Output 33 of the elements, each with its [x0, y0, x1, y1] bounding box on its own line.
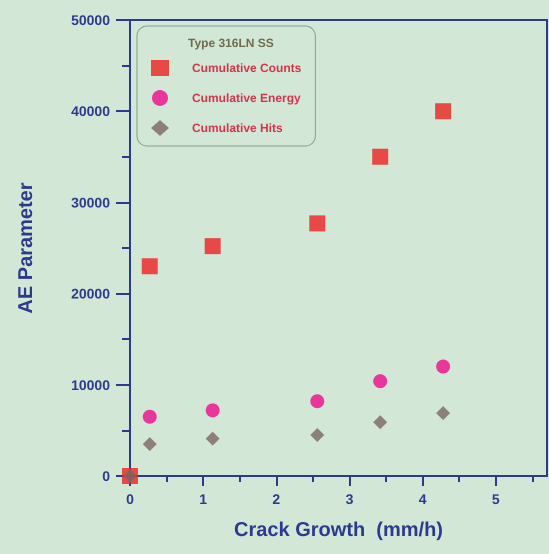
legend-title: Type 316LN SS — [188, 36, 274, 50]
point — [310, 394, 324, 408]
point — [142, 258, 158, 274]
point — [435, 103, 452, 120]
legend-label: Cumulative Energy — [192, 91, 302, 105]
point — [204, 238, 221, 254]
y-tick-label: 20000 — [71, 286, 110, 302]
y-tick-label: 50000 — [71, 12, 110, 28]
x-tick-label: 4 — [418, 491, 427, 507]
y-axis-title: AE Parameter — [15, 182, 37, 314]
point — [436, 360, 450, 374]
point — [310, 428, 324, 442]
point — [142, 410, 157, 424]
legend-label: Cumulative Counts — [192, 61, 302, 75]
y-tick-label: 30000 — [71, 194, 110, 210]
point — [373, 415, 388, 430]
y-tick-label: 40000 — [71, 103, 110, 120]
y-tick-label: 0 — [102, 468, 110, 484]
x-axis-title: Crack Growth (mm/h) — [234, 519, 443, 541]
point — [206, 432, 220, 446]
legend-label: Cumulative Hits — [192, 121, 284, 135]
point — [436, 406, 450, 420]
point — [372, 148, 388, 165]
x-tick-label: 1 — [199, 491, 208, 507]
point — [309, 215, 326, 232]
point — [206, 403, 220, 418]
x-tick-label: 2 — [272, 491, 280, 507]
x-tick-label: 5 — [492, 491, 500, 507]
x-tick-label: 0 — [126, 491, 134, 507]
point — [373, 374, 388, 388]
y-tick-label: 10000 — [71, 376, 110, 393]
x-tick-label: 3 — [346, 491, 354, 507]
point — [142, 437, 157, 452]
